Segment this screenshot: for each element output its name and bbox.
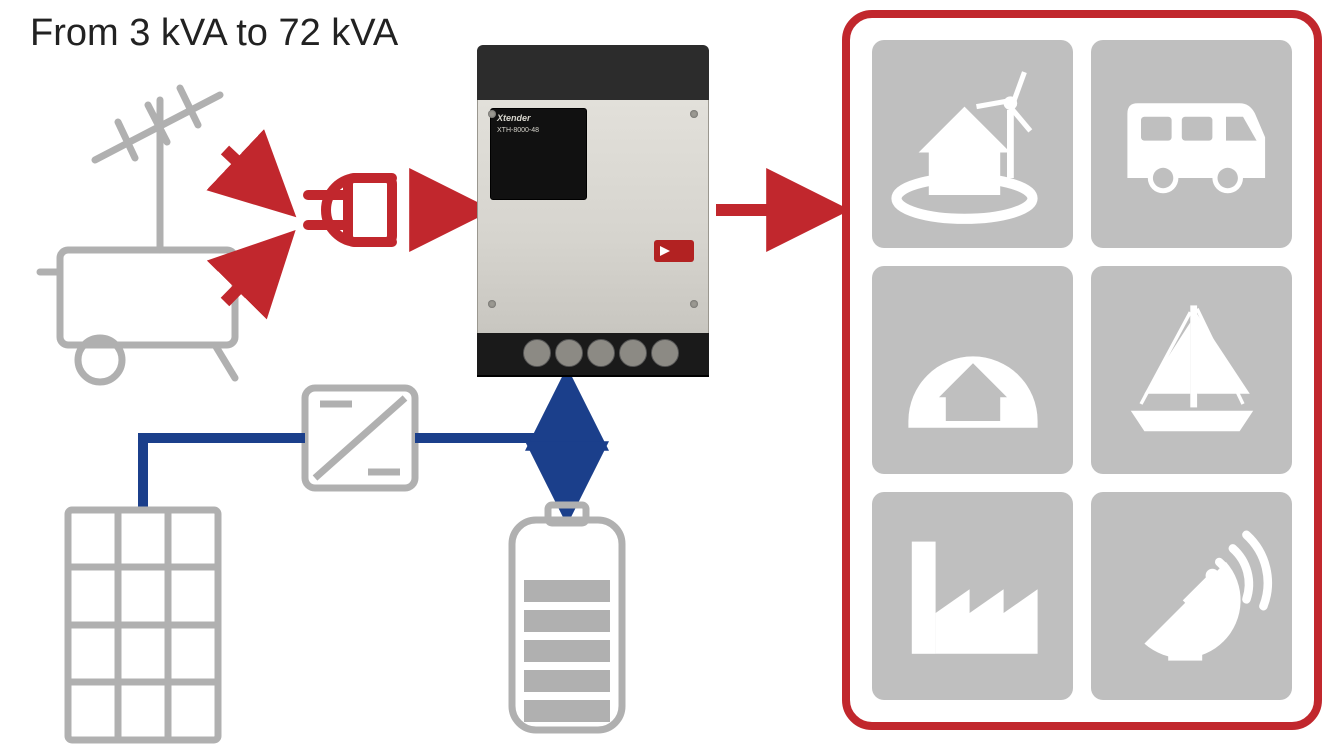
inverter-device: Xtender XTH-8000-48 bbox=[477, 45, 709, 375]
battery-icon bbox=[512, 505, 622, 730]
offgrid-home-icon bbox=[872, 40, 1073, 248]
device-brand: Xtender bbox=[497, 113, 531, 123]
factory-icon bbox=[872, 492, 1073, 700]
solar-panel-icon bbox=[68, 510, 218, 740]
plug-icon bbox=[308, 178, 392, 242]
rv-icon bbox=[1091, 40, 1292, 248]
satellite-dish-icon bbox=[1091, 492, 1292, 700]
sailboat-icon bbox=[1091, 266, 1292, 474]
generator-icon bbox=[40, 88, 235, 382]
device-model: XTH-8000-48 bbox=[497, 127, 539, 134]
diagram-stage: From 3 kVA to 72 kVA bbox=[0, 0, 1331, 746]
charge-controller-icon bbox=[305, 388, 415, 488]
applications-panel bbox=[842, 10, 1322, 730]
shelter-icon bbox=[872, 266, 1073, 474]
device-logo bbox=[654, 240, 694, 262]
